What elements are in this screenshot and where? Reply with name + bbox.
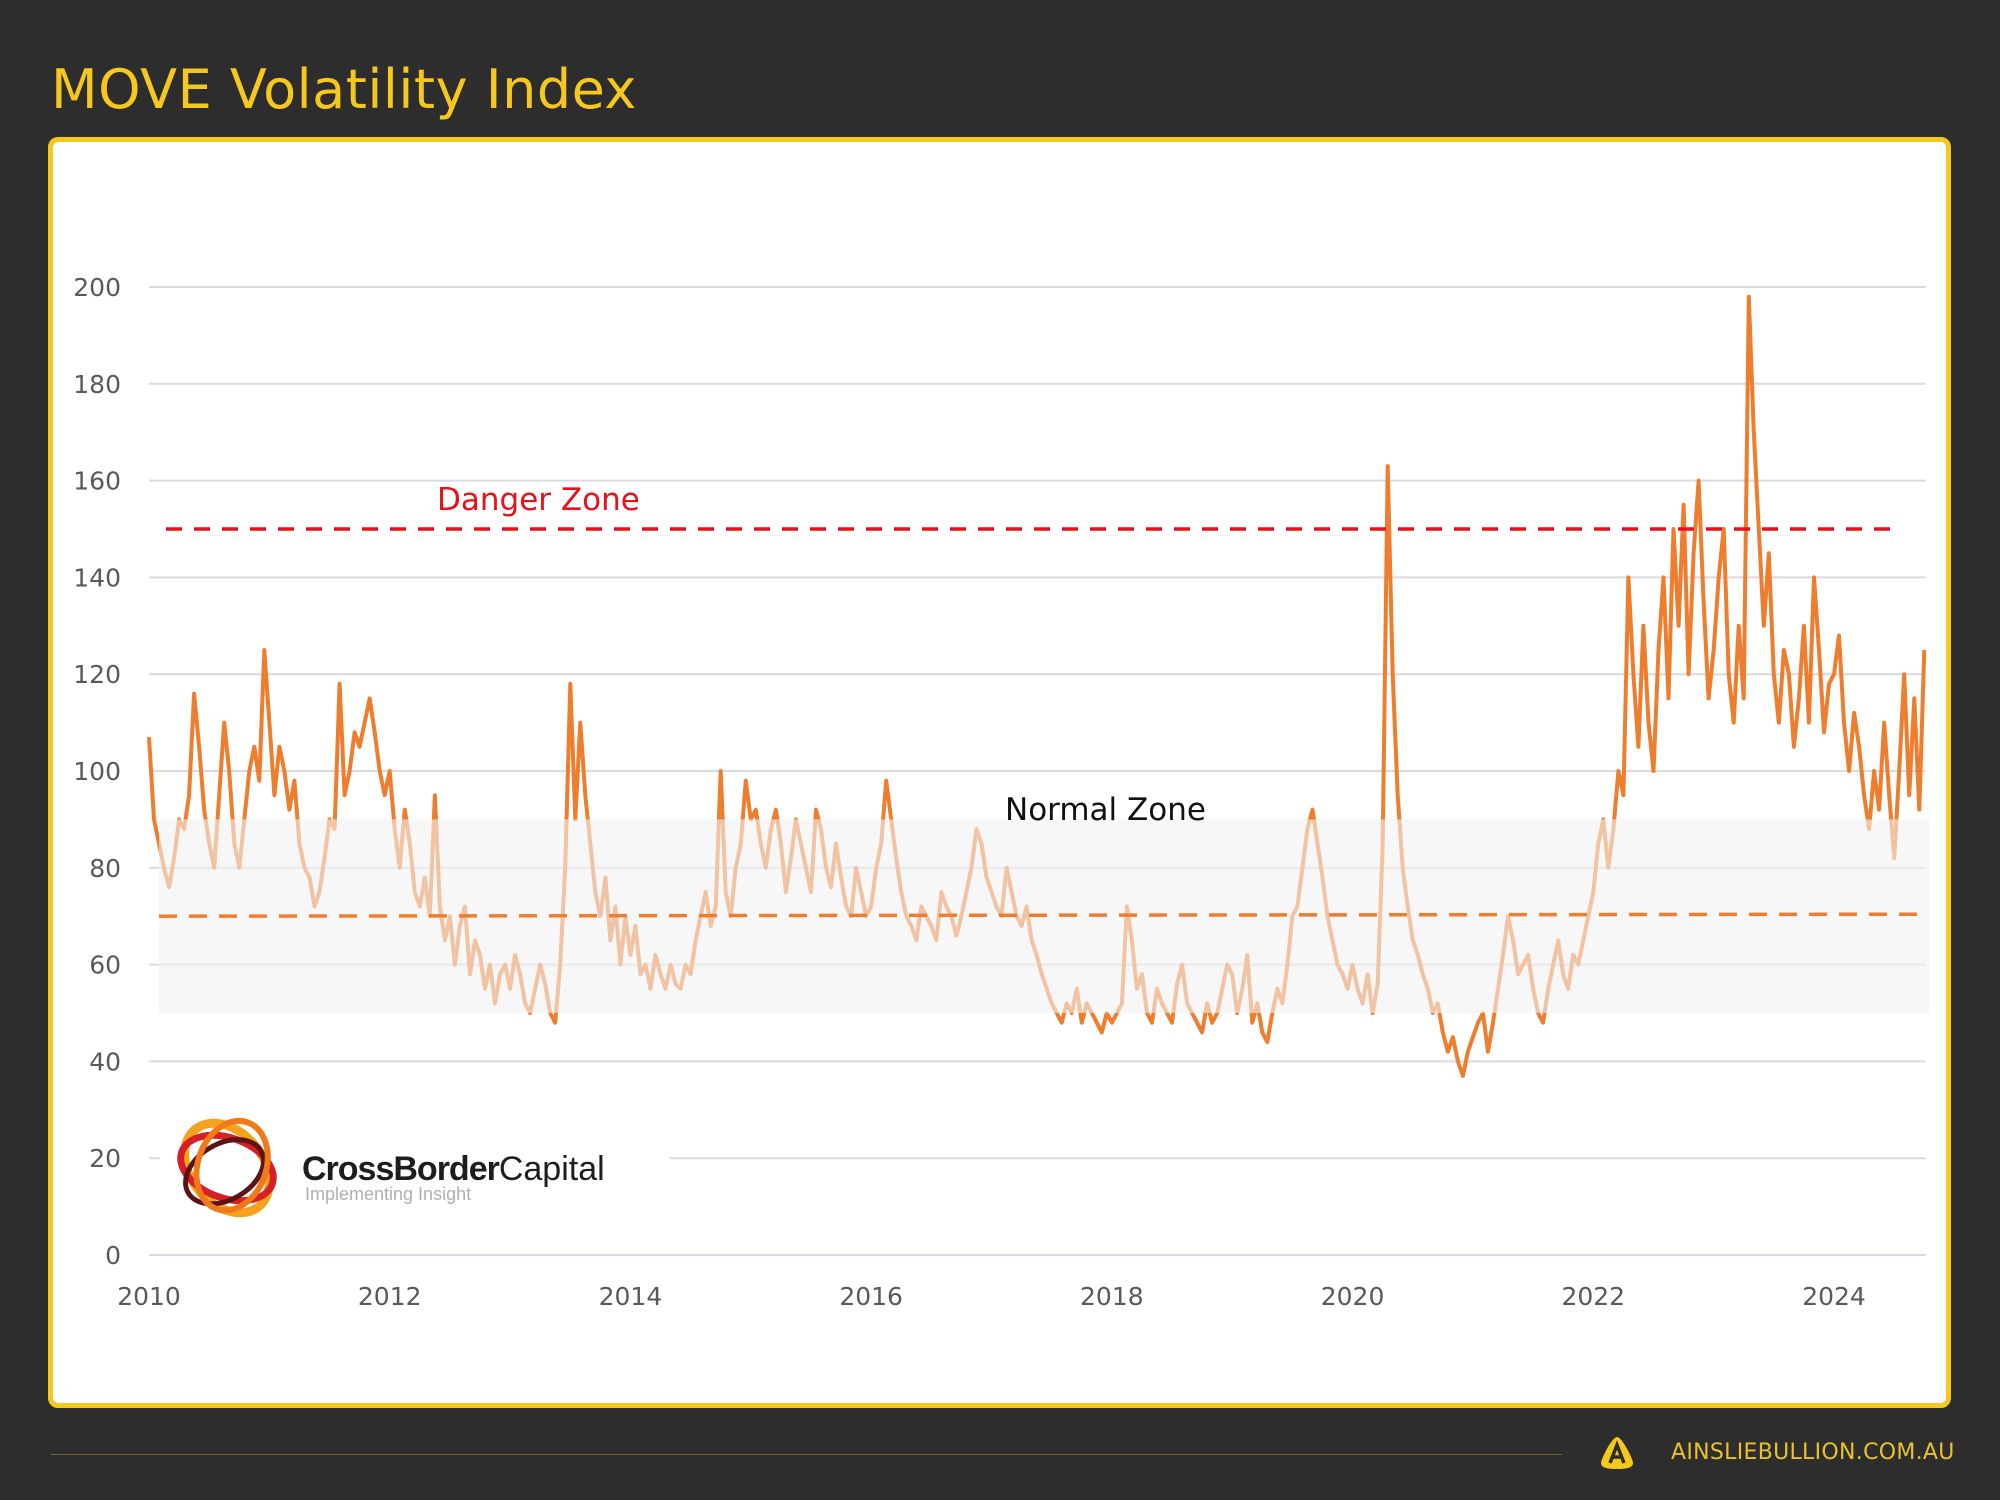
y-tick-label: 180	[73, 370, 121, 399]
y-tick-label: 100	[73, 757, 121, 786]
y-tick-label: 80	[89, 854, 121, 883]
x-tick-label: 2024	[1802, 1282, 1866, 1311]
x-tick-label: 2020	[1321, 1282, 1385, 1311]
x-tick-label: 2012	[358, 1282, 422, 1311]
x-tick-label: 2010	[117, 1282, 181, 1311]
x-tick-label: 2014	[599, 1282, 663, 1311]
logo-name-bold: CrossBorder	[302, 1150, 500, 1188]
y-tick-label: 20	[89, 1144, 121, 1173]
y-tick-label: 140	[73, 563, 121, 592]
page-title: MOVE Volatility Index	[51, 58, 637, 121]
y-axis-ticks: 0 20 40 60 80 100 120 140 160 180 200	[73, 273, 121, 1270]
danger-zone-label: Danger Zone	[437, 482, 640, 518]
y-tick-label: 60	[89, 951, 121, 980]
crossborder-capital-logo: CrossBorderCapital Implementing Insight	[160, 1105, 670, 1230]
y-tick-label: 200	[73, 273, 121, 302]
footer-divider	[51, 1454, 1562, 1455]
crossborder-rings-icon	[177, 1117, 277, 1218]
x-tick-label: 2022	[1561, 1282, 1625, 1311]
footer-site-link[interactable]: AINSLIEBULLION.COM.AU	[1671, 1440, 1955, 1465]
svg-text:CrossBorderCapital: CrossBorderCapital	[302, 1150, 605, 1188]
x-tick-label: 2018	[1080, 1282, 1144, 1311]
y-tick-label: 160	[73, 467, 121, 496]
x-axis-ticks: 2010 2012 2014 2016 2018 2020 2022 2024	[117, 1282, 1866, 1311]
logo-tagline: Implementing Insight	[305, 1184, 471, 1204]
normal-zone-line	[158, 912, 1921, 918]
ainslie-logo-icon	[1601, 1437, 1633, 1469]
y-tick-label: 120	[73, 660, 121, 689]
y-tick-label: 0	[105, 1241, 121, 1270]
x-tick-label: 2016	[839, 1282, 903, 1311]
normal-zone-label: Normal Zone	[1005, 792, 1206, 828]
logo-name-light: Capital	[499, 1150, 605, 1188]
y-tick-label: 40	[89, 1047, 121, 1076]
